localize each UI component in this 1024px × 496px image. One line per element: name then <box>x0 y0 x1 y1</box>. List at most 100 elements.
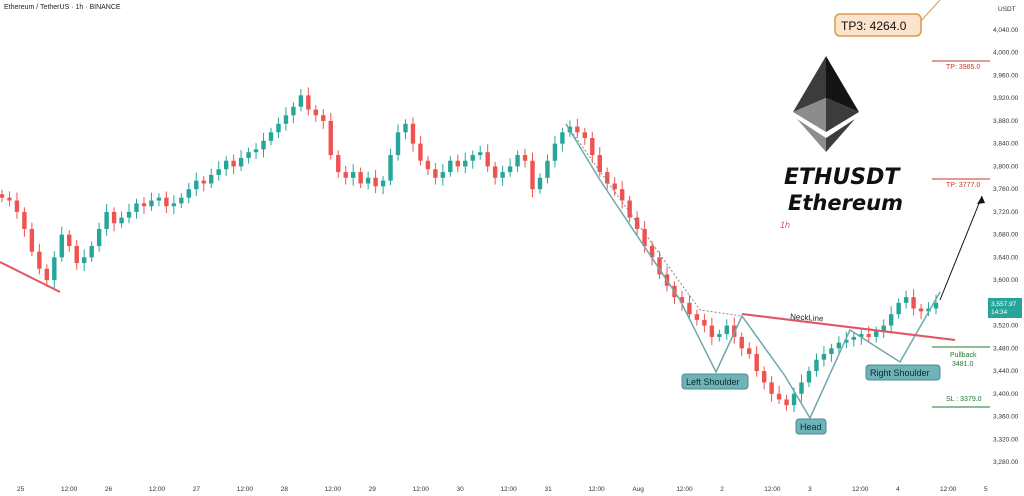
pullback-value: 3481.0 <box>952 361 974 368</box>
candle-body <box>37 251 42 269</box>
candle-body <box>799 382 804 394</box>
y-tick-label: 3,960.00 <box>993 72 1019 79</box>
x-tick-label: 25 <box>17 486 25 493</box>
y-tick-label: 3,840.00 <box>993 141 1019 148</box>
candle-body <box>216 169 221 175</box>
candle-body <box>649 246 655 258</box>
candle-body <box>74 246 79 264</box>
candle-body <box>395 132 401 156</box>
candle-body <box>522 155 528 161</box>
y-tick-label: 3,880.00 <box>993 118 1019 125</box>
x-tick-label: 31 <box>544 486 552 493</box>
candle-body <box>194 180 199 190</box>
candle-body <box>657 257 662 275</box>
candle-body <box>859 334 864 337</box>
y-tick-label: 3,280.00 <box>993 459 1019 466</box>
x-tick-label: 4 <box>896 486 900 493</box>
projection-arrow-icon <box>977 196 985 204</box>
candle-body <box>373 177 378 187</box>
candle-body <box>336 155 341 173</box>
candle-body <box>298 95 304 107</box>
candle-body <box>754 354 759 372</box>
neckline <box>741 313 956 341</box>
candle-body <box>702 319 707 326</box>
x-tick-label: 12:00 <box>325 486 342 493</box>
x-tick-label: 5 <box>984 486 988 493</box>
candle-body <box>814 359 819 372</box>
candle-body <box>231 160 236 167</box>
candle-body <box>717 334 722 337</box>
x-axis: 25 12:00 26 12:00 27 12:00 28 12:00 29 12:00 30 12:… <box>17 486 988 493</box>
candle-body <box>903 297 909 303</box>
y-tick-label: 3,360.00 <box>993 414 1019 421</box>
candle-body <box>888 314 894 326</box>
right-shoulder-box <box>865 364 941 381</box>
x-tick-label: 12:00 <box>237 486 254 493</box>
candle-body <box>933 302 939 309</box>
candle-body <box>156 197 162 201</box>
y-tick-label: 4,040.00 <box>993 27 1019 34</box>
candle-body <box>687 302 692 315</box>
candle-body <box>104 211 109 229</box>
candle-body <box>918 308 924 312</box>
x-tick-label: 12:00 <box>149 486 166 493</box>
candle-body <box>119 217 124 224</box>
price-tag[interactable] <box>988 298 1022 318</box>
y-tick-label: 3,600.00 <box>993 277 1019 284</box>
candle-body <box>7 197 12 201</box>
countdown: 14:34 <box>991 309 1008 316</box>
x-tick-label: Aug <box>632 486 644 493</box>
title-ethereum: Ethereum <box>788 191 903 215</box>
candle-body <box>530 160 535 190</box>
candle-body <box>612 183 617 190</box>
y-tick-label: 3,480.00 <box>993 345 1019 352</box>
candle-body <box>89 246 94 258</box>
projection-line <box>939 195 983 301</box>
x-tick-label: 3 <box>808 486 812 493</box>
candle-body <box>59 234 64 258</box>
timeframe-label: 1h <box>780 220 790 230</box>
x-tick-label: 30 <box>457 486 465 493</box>
candle-body <box>365 177 371 184</box>
x-tick-label: 12:00 <box>676 486 693 493</box>
candle-body <box>433 169 438 178</box>
candle-body <box>776 393 782 400</box>
y-tick-label: 3,760.00 <box>993 186 1019 193</box>
pullback-label: Pullback <box>950 352 977 359</box>
x-tick-label: 27 <box>193 486 201 493</box>
candle-body <box>223 160 229 170</box>
candle-body <box>186 189 191 198</box>
candle-body <box>14 200 20 212</box>
candle-body <box>209 174 214 184</box>
x-tick-label: 12:00 <box>61 486 78 493</box>
candle-body <box>149 200 154 207</box>
candle-body <box>44 268 50 281</box>
y-tick-label: 3,640.00 <box>993 254 1019 261</box>
candle-body <box>537 177 543 190</box>
candle-body <box>590 138 595 156</box>
left-shoulder-label: Left Shoulder <box>686 377 740 387</box>
symbol-title: Ethereum / TetherUS · 1h · BINANCE <box>4 4 121 11</box>
candle-body <box>268 132 274 141</box>
candle-body <box>844 339 849 343</box>
tp3-label: TP3: 4264.0 <box>841 19 907 33</box>
x-tick-label: 12:00 <box>764 486 781 493</box>
candle-body <box>246 152 251 158</box>
candle-body <box>455 160 460 167</box>
y-tick-label: 3,920.00 <box>993 95 1019 102</box>
x-tick-label: 26 <box>105 486 113 493</box>
candle-body <box>619 189 625 201</box>
y-tick-label: 4,000.00 <box>993 50 1019 57</box>
hs-pattern-line <box>565 123 941 420</box>
candle-body <box>171 203 177 207</box>
candle-body <box>380 180 386 187</box>
y-tick-label: 3,680.00 <box>993 232 1019 239</box>
candles <box>0 87 939 412</box>
x-tick-label: 12:00 <box>588 486 605 493</box>
candle-body <box>747 348 752 354</box>
x-tick-label: 28 <box>281 486 289 493</box>
candle-body <box>836 342 842 349</box>
candle-body <box>500 172 505 178</box>
hs-dotted-guide <box>565 123 743 317</box>
